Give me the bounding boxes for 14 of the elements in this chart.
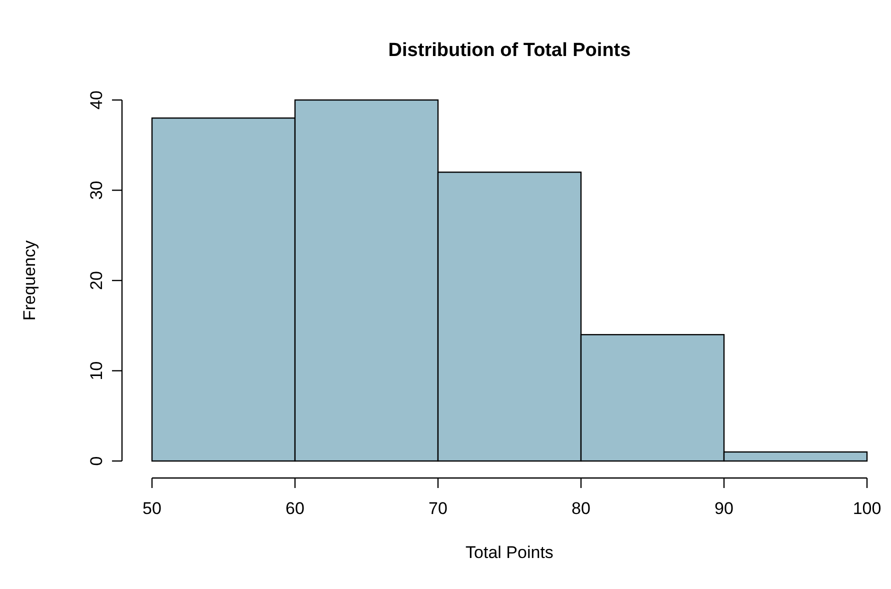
- x-tick-label: 50: [142, 499, 162, 518]
- x-tick-label: 70: [428, 499, 448, 518]
- x-tick-label: 100: [852, 499, 882, 518]
- x-axis-title: Total Points: [466, 543, 554, 562]
- x-tick-label: 90: [714, 499, 734, 518]
- y-tick-label: 20: [87, 271, 106, 290]
- y-axis-title: Frequency: [20, 240, 39, 321]
- x-tick-label: 60: [286, 499, 304, 518]
- chart-title: Distribution of Total Points: [388, 40, 631, 61]
- y-tick-label: 40: [87, 90, 106, 110]
- y-tick-label: 10: [87, 361, 106, 380]
- x-tick-label: 80: [572, 499, 590, 518]
- y-tick-label: 0: [87, 456, 106, 466]
- y-tick-label: 30: [87, 180, 106, 200]
